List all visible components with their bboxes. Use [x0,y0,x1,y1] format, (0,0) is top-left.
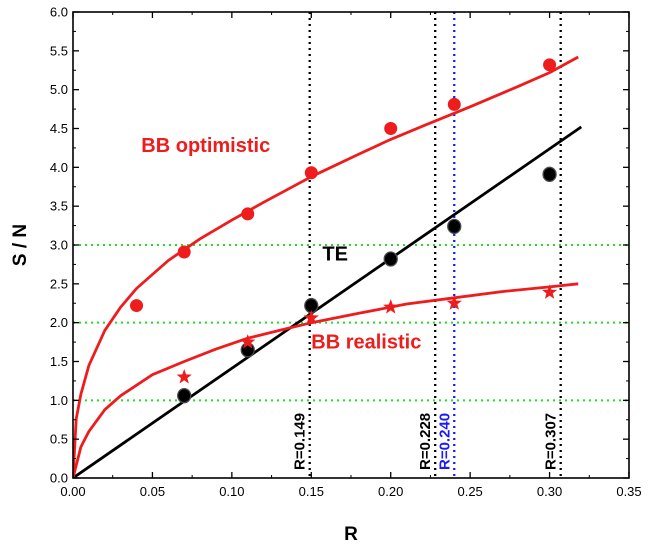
circle-marker [447,97,461,111]
x-tick-label: 0.25 [457,484,482,499]
y-tick-label: 0.5 [50,432,68,447]
star-marker [240,334,256,349]
y-tick-label: 4.0 [50,160,68,175]
y-tick-label: 0.0 [50,471,68,486]
vline-label: R=0.240 [436,413,453,470]
circle-marker [177,245,191,259]
reference-vlines: R=0.149 R=0.228 R=0.240 R=0.307 [292,12,562,478]
circle-marker [542,166,557,182]
y-axis-title: S / N [10,224,31,266]
fit-curve-BB realistic [73,282,579,478]
y-tick-label: 1.0 [50,393,68,408]
annotation-TE: TE [322,244,348,266]
star-marker [542,284,558,299]
y-tick-label: 5.0 [50,82,68,97]
y-tick-label: 5.5 [50,43,68,58]
fit-curves [73,55,583,478]
x-tick-label: 0.00 [60,484,85,499]
annotation-BB realistic: BB realistic [311,331,421,353]
annotation-BB optimistic: BB optimistic [141,135,270,157]
x-tick-label: 0.15 [299,484,324,499]
circle-marker [384,122,398,135]
circle-marker [130,299,144,313]
reference-hlines [73,244,629,402]
fit-curve-BB optimistic [73,55,579,478]
x-tick-label: 0.35 [616,484,641,499]
star-marker [446,295,462,310]
y-tick-label: 6.0 [50,5,68,20]
x-axis-title: R [344,524,358,545]
y-tick-label: 3.0 [50,238,68,253]
vline-label: R=0.307 [543,413,560,470]
circle-marker [304,166,318,180]
x-tick-label: 0.10 [219,484,244,499]
x-tick-label: 0.30 [537,484,562,499]
circle-marker [383,251,398,267]
data-points [130,58,558,404]
circle-marker [543,58,557,72]
y-tick-label: 1.5 [50,354,68,369]
vline-label: R=0.149 [292,413,309,470]
circle-marker [177,388,192,404]
star-marker [303,310,319,325]
x-tick-label: 0.20 [378,484,403,499]
vline-label: R=0.228 [417,413,434,470]
circle-marker [447,218,462,235]
y-tick-label: 2.0 [50,315,68,330]
axes: 0.00 0.05 0.10 0.15 0.20 0.25 0.30 0.35 0.0 0.5 1.… [50,5,642,500]
fit-curve-TE [73,125,583,478]
y-tick-label: 4.5 [50,121,68,136]
y-tick-label: 2.5 [50,276,68,291]
series-annotations: BB optimistic TE BB realistic [141,135,421,353]
x-tick-label: 0.05 [140,484,165,499]
y-tick-label: 3.5 [50,199,68,214]
star-marker [176,369,192,384]
star-marker [383,299,399,314]
circle-marker [241,207,255,221]
